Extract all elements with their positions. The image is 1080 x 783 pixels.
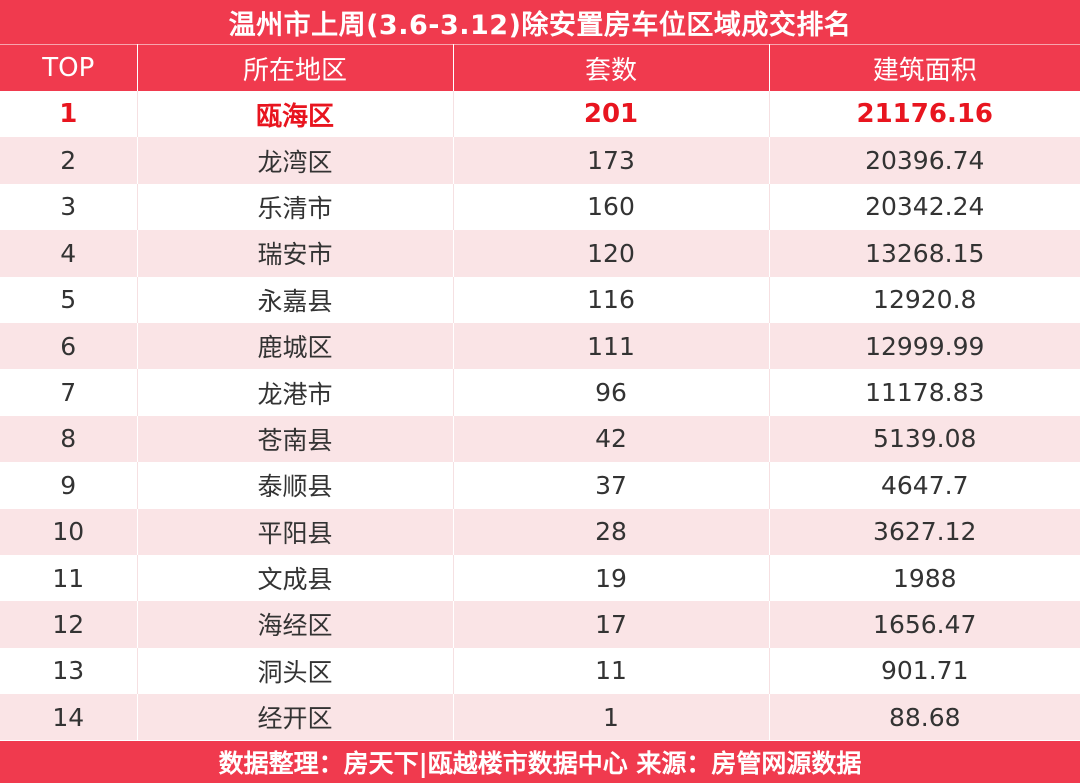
table-row: 9 泰顺县 37 4647.7 <box>0 462 1080 509</box>
region-cell: 洞头区 <box>137 647 454 695</box>
area-cell: 5139.08 <box>873 424 977 454</box>
area-cell: 20396.74 <box>865 146 985 176</box>
region-cell: 龙湾区 <box>137 137 454 184</box>
rank-cell: 2 <box>0 137 138 184</box>
region-cell: 瑞安市 <box>137 230 454 277</box>
source-footer: 数据整理：房天下|瓯越楼市数据中心 来源：房管网源数据 <box>0 741 1080 783</box>
header-rank: TOP <box>0 44 138 91</box>
region-cell: 平阳县 <box>137 508 454 555</box>
region-cell: 永嘉县 <box>137 276 454 323</box>
table-body: 1 瓯海区 201 21176.16 2 龙湾区 173 20396.74 3 乐清市 160 203… <box>0 91 1080 741</box>
region-cell: 龙港市 <box>137 369 454 416</box>
table-row: 5 永嘉县 116 12920.8 <box>0 276 1080 323</box>
units-cell: 42 <box>453 415 770 463</box>
rank-cell: 7 <box>0 369 138 416</box>
units-cell: 160 <box>453 183 770 231</box>
rank-cell: 4 <box>0 230 138 277</box>
area-cell: 11178.83 <box>865 378 985 408</box>
rank-cell: 6 <box>0 322 138 370</box>
ranking-table: TOP 所在地区 套数 建筑面积 1 瓯海区 201 21176.16 2 龙湾区 173 2… <box>0 44 1080 741</box>
region-cell: 苍南县 <box>137 415 454 463</box>
area-cell: 13268.15 <box>865 238 985 268</box>
rank-cell: 9 <box>0 462 138 509</box>
header-units: 套数 <box>453 44 770 91</box>
table-row: 8 苍南县 42 5139.08 <box>0 415 1080 463</box>
region-cell: 瓯海区 <box>137 91 454 138</box>
rank-cell: 8 <box>0 415 138 463</box>
rank-cell: 11 <box>0 554 138 602</box>
units-cell: 19 <box>453 554 770 602</box>
region-cell: 海经区 <box>137 601 454 648</box>
area-cell: 20342.24 <box>865 192 985 222</box>
units-cell: 120 <box>453 230 770 277</box>
header-area: 建筑面积 <box>769 44 1080 91</box>
table-row: 7 龙港市 96 11178.83 <box>0 369 1080 416</box>
region-cell: 文成县 <box>137 554 454 602</box>
rank-cell: 5 <box>0 276 138 323</box>
table-row: 14 经开区 1 88.68 <box>0 694 1080 741</box>
units-cell: 111 <box>453 322 770 370</box>
rank-cell: 1 <box>0 91 138 138</box>
table-row: 4 瑞安市 120 13268.15 <box>0 230 1080 277</box>
rank-cell: 12 <box>0 601 138 648</box>
table-row: 3 乐清市 160 20342.24 <box>0 183 1080 231</box>
units-cell: 28 <box>453 508 770 555</box>
units-cell: 201 <box>453 91 770 138</box>
rank-cell: 3 <box>0 183 138 231</box>
area-cell: 901.71 <box>881 656 969 686</box>
units-cell: 17 <box>453 601 770 648</box>
region-cell: 经开区 <box>137 694 454 741</box>
area-cell: 21176.16 <box>856 99 993 130</box>
area-cell: 3627.12 <box>873 517 977 547</box>
table-title: 温州市上周(3.6-3.12)除安置房车位区域成交排名 <box>0 0 1080 44</box>
units-cell: 173 <box>453 137 770 184</box>
region-cell: 乐清市 <box>137 183 454 231</box>
units-cell: 116 <box>453 276 770 323</box>
units-cell: 37 <box>453 462 770 509</box>
units-cell: 1 <box>453 694 770 741</box>
header-row: TOP 所在地区 套数 建筑面积 <box>0 44 1080 91</box>
area-cell: 12920.8 <box>873 285 977 315</box>
table-row: 2 龙湾区 173 20396.74 <box>0 137 1080 184</box>
area-cell: 12999.99 <box>865 331 985 361</box>
units-cell: 11 <box>453 647 770 695</box>
region-cell: 鹿城区 <box>137 322 454 370</box>
rank-cell: 14 <box>0 694 138 741</box>
table-row: 1 瓯海区 201 21176.16 <box>0 91 1080 138</box>
table-row: 11 文成县 19 1988 <box>0 554 1080 602</box>
rank-cell: 10 <box>0 508 138 555</box>
table-row: 13 洞头区 11 901.71 <box>0 647 1080 695</box>
area-cell: 1988 <box>892 563 957 593</box>
header-region: 所在地区 <box>137 44 454 91</box>
table-row: 12 海经区 17 1656.47 <box>0 601 1080 648</box>
region-cell: 泰顺县 <box>137 462 454 509</box>
table-row: 10 平阳县 28 3627.12 <box>0 508 1080 555</box>
units-cell: 96 <box>453 369 770 416</box>
area-cell: 4647.7 <box>881 470 969 500</box>
area-cell: 88.68 <box>888 702 961 732</box>
rank-cell: 13 <box>0 647 138 695</box>
area-cell: 1656.47 <box>873 609 977 639</box>
table-row: 6 鹿城区 111 12999.99 <box>0 322 1080 370</box>
